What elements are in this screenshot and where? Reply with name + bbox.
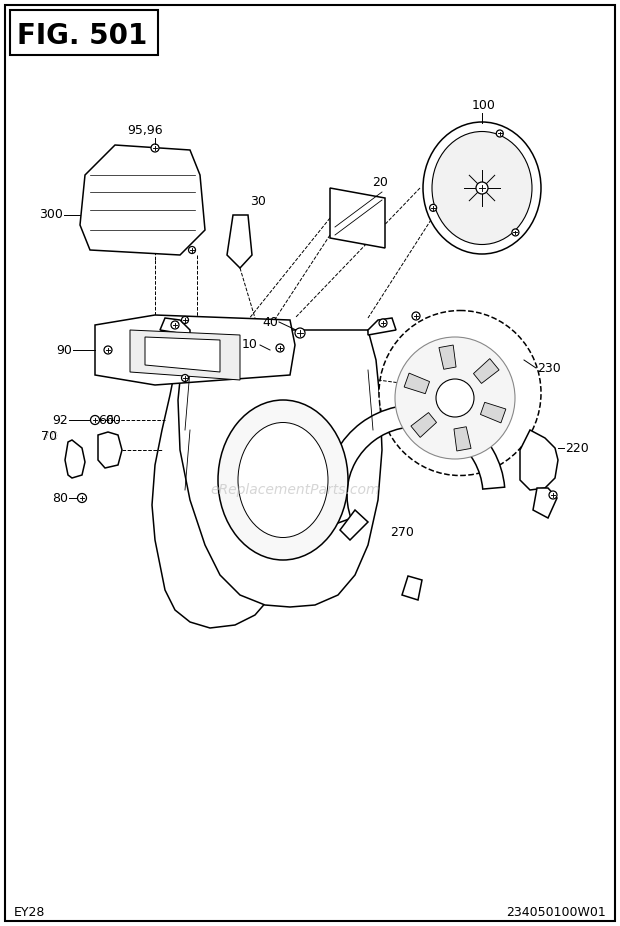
Polygon shape (454, 427, 471, 451)
Ellipse shape (432, 131, 532, 244)
Text: 70: 70 (42, 431, 58, 444)
Circle shape (276, 344, 284, 352)
Text: 60: 60 (105, 414, 121, 427)
Text: 95,96: 95,96 (127, 124, 163, 137)
Text: 60: 60 (98, 414, 114, 427)
Polygon shape (340, 510, 368, 540)
Ellipse shape (218, 400, 348, 560)
Polygon shape (404, 373, 430, 394)
Polygon shape (145, 337, 220, 372)
Circle shape (91, 416, 99, 424)
Circle shape (78, 494, 87, 503)
Circle shape (512, 229, 519, 236)
Bar (10, 10, 158, 55)
Ellipse shape (436, 379, 474, 417)
Polygon shape (480, 402, 506, 423)
Text: 230: 230 (537, 361, 560, 374)
Circle shape (430, 205, 436, 211)
Polygon shape (80, 145, 205, 255)
Polygon shape (520, 430, 558, 490)
Polygon shape (330, 188, 385, 248)
Text: 70: 70 (41, 431, 57, 444)
Text: 92: 92 (52, 414, 68, 427)
Polygon shape (178, 330, 382, 607)
Polygon shape (402, 576, 422, 600)
Ellipse shape (395, 337, 515, 459)
Text: 90: 90 (56, 344, 72, 357)
Polygon shape (95, 315, 295, 385)
Polygon shape (160, 318, 190, 335)
Text: 20: 20 (372, 177, 388, 190)
Text: 270: 270 (390, 525, 414, 539)
Circle shape (379, 319, 387, 327)
Text: eReplacementParts.com: eReplacementParts.com (210, 483, 379, 497)
Polygon shape (474, 358, 499, 383)
Polygon shape (533, 488, 557, 518)
Polygon shape (368, 318, 396, 335)
Text: 100: 100 (472, 99, 496, 112)
Text: 70: 70 (42, 431, 58, 444)
Text: 80: 80 (52, 492, 68, 505)
Text: 10: 10 (242, 339, 258, 352)
Circle shape (182, 374, 188, 382)
Text: 30: 30 (250, 195, 266, 208)
Polygon shape (98, 432, 122, 468)
Ellipse shape (238, 422, 328, 537)
Circle shape (151, 144, 159, 152)
Text: 234050100W01: 234050100W01 (507, 906, 606, 919)
Circle shape (496, 130, 503, 137)
Circle shape (295, 328, 305, 338)
Polygon shape (65, 440, 85, 478)
Circle shape (182, 317, 188, 323)
Polygon shape (411, 413, 436, 437)
Circle shape (188, 246, 195, 254)
Circle shape (104, 346, 112, 354)
Ellipse shape (379, 310, 541, 475)
Text: 220: 220 (565, 442, 589, 455)
Circle shape (171, 321, 179, 329)
Ellipse shape (423, 122, 541, 254)
Circle shape (476, 182, 488, 194)
Polygon shape (439, 345, 456, 369)
Text: 40: 40 (262, 316, 278, 329)
Wedge shape (325, 405, 505, 526)
Polygon shape (152, 360, 278, 628)
Polygon shape (130, 330, 240, 380)
Text: 300: 300 (39, 208, 63, 221)
Text: FIG. 501: FIG. 501 (17, 22, 148, 50)
Circle shape (412, 312, 420, 320)
Polygon shape (227, 215, 252, 268)
Text: EY28: EY28 (14, 906, 45, 919)
Circle shape (549, 491, 557, 499)
